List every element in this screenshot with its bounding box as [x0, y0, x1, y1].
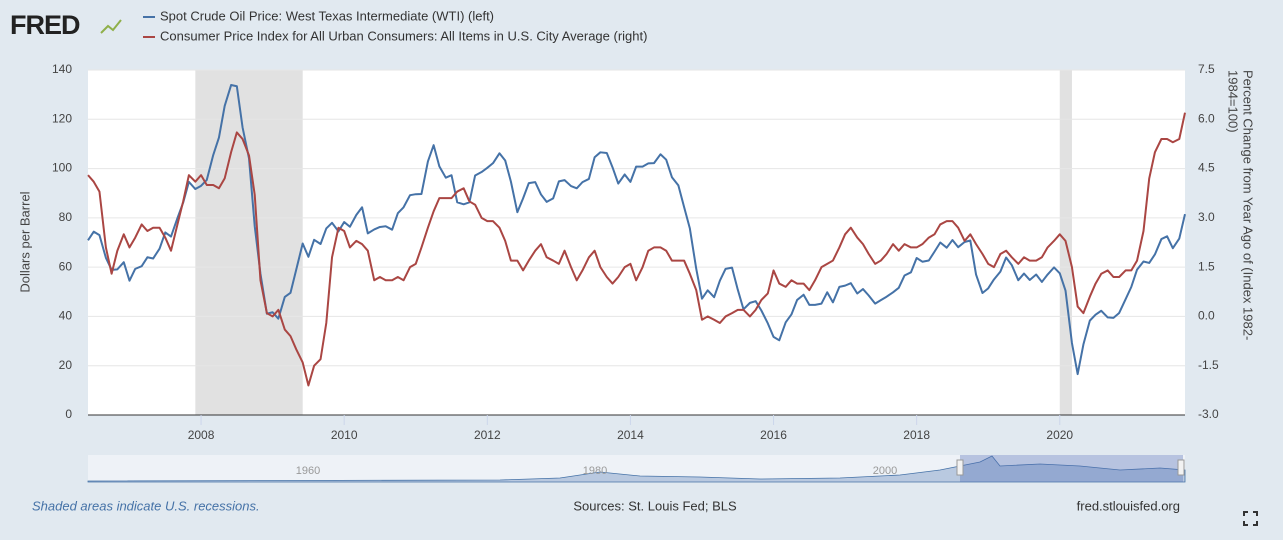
logo-icon	[100, 19, 122, 34]
x-tick-label: 2008	[188, 428, 215, 442]
navigator-label: 2000	[873, 465, 897, 477]
navigator-label: 1960	[296, 465, 320, 477]
y2-axis-title: 1984=100)	[1226, 70, 1241, 133]
site-link[interactable]: fred.stlouisfed.org	[1077, 498, 1180, 513]
series-line	[87, 112, 1186, 387]
y-tick-label: 140	[52, 62, 72, 76]
navigator-handle[interactable]	[1177, 459, 1185, 476]
y2-tick-label: 3.0	[1198, 210, 1215, 224]
y-axis-title: Dollars per Barrel	[17, 191, 32, 292]
legend-label: Spot Crude Oil Price: West Texas Interme…	[160, 8, 494, 23]
x-tick-label: 2016	[760, 428, 787, 442]
legend-label: Consumer Price Index for All Urban Consu…	[160, 28, 647, 43]
recession-note: Shaded areas indicate U.S. recessions.	[32, 498, 260, 513]
y-tick-label: 80	[59, 210, 73, 224]
navigator-selection[interactable]	[960, 455, 1183, 482]
x-tick-label: 2020	[1046, 428, 1073, 442]
y2-tick-label: 0.0	[1198, 309, 1215, 323]
y2-axis-title: Percent Change from Year Ago of (Index 1…	[1241, 70, 1256, 340]
x-tick-label: 2018	[903, 428, 930, 442]
series-line	[87, 84, 1186, 376]
y2-tick-label: -1.5	[1198, 358, 1219, 372]
recession-band	[195, 70, 303, 415]
x-tick-label: 2014	[617, 428, 644, 442]
y-tick-label: 60	[59, 259, 73, 273]
y-tick-label: 20	[59, 358, 73, 372]
navigator-label: 1980	[583, 465, 607, 477]
y2-tick-label: 1.5	[1198, 259, 1215, 273]
navigator: 1960 1980 2000	[87, 455, 1186, 483]
navigator-handle[interactable]	[956, 459, 964, 476]
sources: Sources: St. Louis Fed; BLS	[573, 498, 737, 513]
logo: FRED	[10, 10, 80, 40]
y2-tick-label: 6.0	[1198, 111, 1215, 125]
y-tick-label: 0	[65, 407, 72, 421]
y2-tick-label: -3.0	[1198, 407, 1219, 421]
y-tick-label: 40	[59, 309, 73, 323]
fullscreen-icon[interactable]	[1243, 511, 1258, 526]
y-tick-label: 100	[52, 161, 72, 175]
y-tick-label: 120	[52, 111, 72, 125]
y2-tick-label: 7.5	[1198, 62, 1215, 76]
x-tick-label: 2010	[331, 428, 358, 442]
navigator-series	[87, 455, 1186, 483]
y2-tick-label: 4.5	[1198, 161, 1215, 175]
x-tick-label: 2012	[474, 428, 501, 442]
